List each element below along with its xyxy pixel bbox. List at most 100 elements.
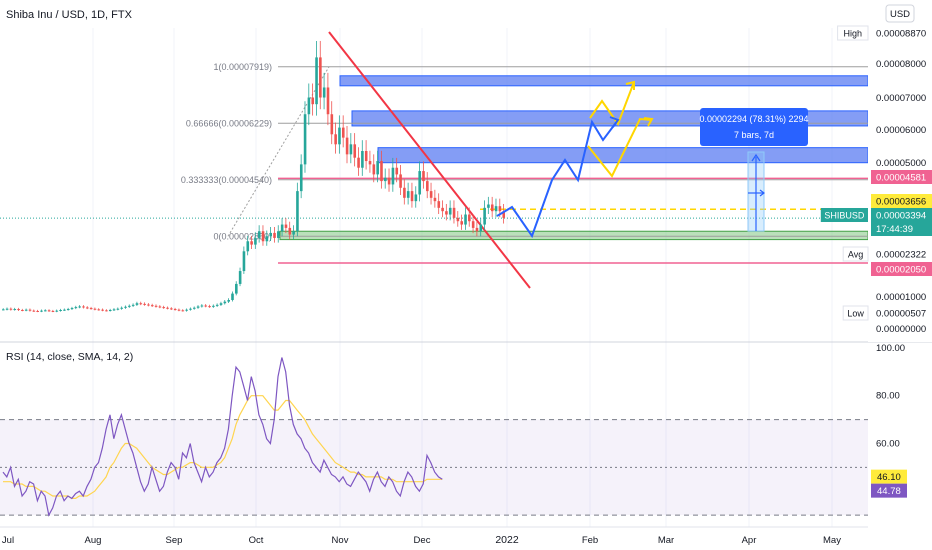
badge-value: 0.00003394	[876, 211, 926, 222]
badge-label-box	[820, 208, 868, 222]
measure-label-line2: 7 bars, 7d	[734, 130, 774, 140]
projection-paths[interactable]	[496, 80, 654, 239]
candle-body	[406, 191, 410, 198]
badge-value: 0.00008870	[876, 29, 926, 40]
time-tick-label: Feb	[582, 535, 598, 546]
candle-body	[32, 310, 36, 312]
candle-body	[124, 306, 127, 308]
candle-body	[490, 204, 494, 212]
candle-body	[235, 283, 238, 294]
candle-body	[345, 137, 349, 155]
candle-body	[475, 227, 479, 232]
badge-value-box	[871, 194, 932, 208]
currency-button[interactable]: USD	[885, 4, 915, 23]
candle-body	[66, 309, 70, 311]
candle-body	[498, 206, 502, 212]
badge-label: Low	[847, 309, 864, 319]
candle-body	[319, 57, 322, 98]
candle-body	[162, 307, 166, 309]
candle-body	[299, 164, 303, 192]
rsi-line	[2, 357, 443, 517]
candle-body	[364, 151, 368, 162]
price-range-measure[interactable]: 0.00002294 (78.31%) 2294 7 bars, 7d	[699, 108, 809, 232]
fib-retracement[interactable]: 1(0.00007919) 0.66666(0.00006229) 0.333333…	[181, 62, 868, 241]
candle-body	[173, 309, 177, 311]
red-downtrend-line[interactable]	[328, 31, 531, 289]
candle-body	[368, 161, 372, 165]
candle-body	[238, 271, 242, 284]
blue-arrow-head	[609, 116, 620, 128]
currency-button-label[interactable]: USD	[890, 9, 910, 20]
candle-body	[74, 307, 78, 309]
rsi-sma-badge-value: 44.78	[877, 486, 901, 497]
candle-body	[380, 161, 383, 182]
trendline-layer[interactable]	[328, 31, 531, 289]
candle-body	[204, 305, 208, 307]
candle-body	[338, 127, 341, 145]
candle-body	[452, 207, 456, 218]
horizontal-lines[interactable]	[0, 177, 868, 264]
candle-body	[288, 227, 292, 235]
candle-body	[403, 187, 406, 198]
price-tick-label: 0.00008000	[876, 59, 926, 70]
currency-button-frame[interactable]	[885, 4, 915, 23]
yellow-projection-path-lower[interactable]	[587, 117, 653, 178]
rsi-tick-label: 100.00	[876, 343, 905, 354]
candle-body	[150, 305, 154, 307]
candle-body	[143, 303, 146, 305]
candle-body	[9, 308, 13, 310]
candle-body	[181, 310, 185, 312]
badge-label-box	[842, 305, 869, 321]
candle-body	[215, 304, 219, 306]
candle-body	[227, 300, 230, 302]
candle-body	[17, 309, 20, 311]
fib-level-label: 1(0.00007919)	[213, 62, 272, 72]
candle-body	[326, 87, 330, 115]
candle-body	[120, 307, 124, 309]
rsi-axis-bg	[868, 343, 932, 527]
time-tick-label: Nov	[332, 535, 349, 546]
candle-body	[105, 310, 108, 312]
candle-body	[128, 305, 131, 307]
time-tick-label: Dec	[414, 535, 431, 546]
time-tick-label: Sep	[166, 535, 183, 546]
candle-body	[154, 305, 158, 307]
candle-body	[284, 224, 288, 228]
candle-body	[219, 303, 223, 305]
candle-body	[55, 310, 59, 312]
badge-label-box	[837, 25, 869, 41]
candle-body	[410, 191, 414, 202]
time-axis[interactable]: Jul Aug Sep Oct Nov Dec 2022 Feb Mar Apr May	[2, 534, 841, 546]
candle-body	[296, 191, 299, 232]
candle-body	[254, 237, 257, 245]
candle-body	[212, 305, 215, 307]
candle-body	[135, 303, 139, 305]
price-tick-label: 0.00006000	[876, 125, 926, 136]
candle-body	[448, 207, 452, 215]
chart-title: Shiba Inu / USD, 1D, FTX	[6, 9, 133, 21]
candle-body	[437, 201, 441, 208]
candle-body	[51, 310, 55, 312]
measure-arrow-up-head	[751, 153, 761, 162]
yellow-arrow-head-lower	[643, 117, 654, 127]
candle-body	[13, 309, 17, 311]
candle-body	[250, 241, 253, 245]
price-tick-label: 0.00005000	[876, 158, 926, 169]
yellow-arrow-head-upper	[625, 80, 635, 90]
rsi-badge-value: 46.10	[877, 472, 901, 483]
candle-body	[460, 221, 463, 225]
rsi-tick-label: 80.00	[876, 391, 900, 402]
candle-body	[494, 206, 498, 212]
blue-projection-path[interactable]	[496, 119, 619, 239]
candle-body	[372, 164, 376, 175]
candle-body	[223, 301, 227, 304]
resistance-zone[interactable]	[339, 75, 869, 87]
badge-label-box	[842, 246, 869, 262]
yellow-projection-path-upper[interactable]	[589, 81, 635, 127]
candle-body	[5, 308, 9, 310]
candle-body	[395, 167, 399, 175]
badge-value-box	[871, 247, 932, 261]
support-zone[interactable]	[279, 230, 869, 241]
